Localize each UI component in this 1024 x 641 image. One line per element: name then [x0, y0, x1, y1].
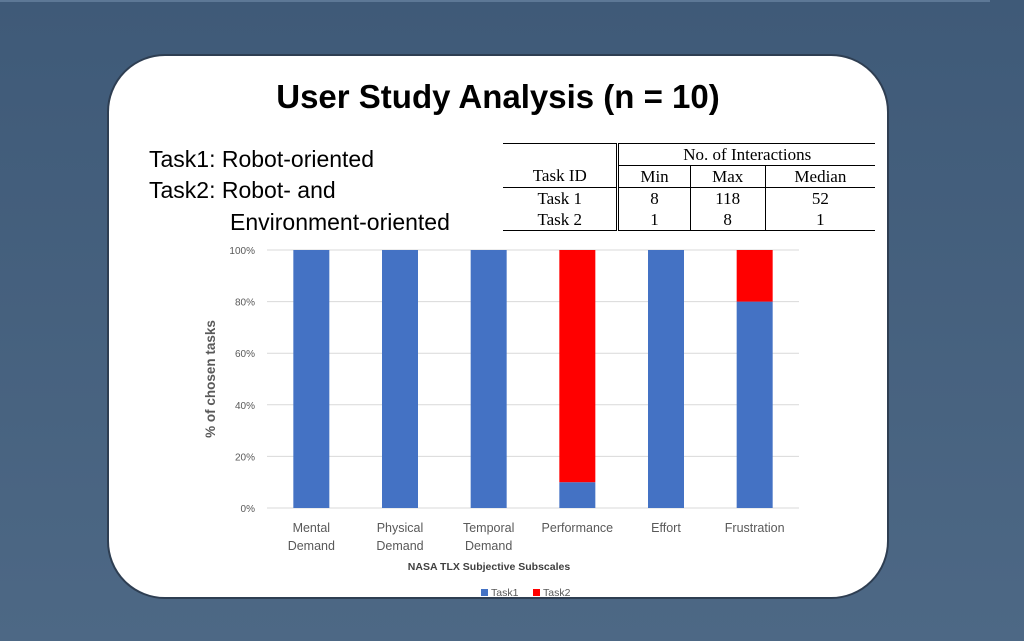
chart-canvas: 0% 20% 40% 60% 80% 100% Mental Demand Physical De… [203, 246, 799, 599]
x-tick-label: Demand [465, 539, 512, 553]
stacked-bar-chart: 0% 20% 40% 60% 80% 100% Mental Demand Physical De… [189, 239, 829, 599]
x-tick-label: Frustration [725, 521, 785, 535]
table-cell: 8 [617, 187, 691, 209]
legend-swatch-task1 [481, 589, 488, 596]
table-header-cell: Max [690, 165, 766, 188]
legend-swatch-task2 [533, 589, 540, 596]
bar-task1 [736, 301, 773, 508]
slide-title: User Study Analysis (n = 10) [276, 78, 720, 115]
bar-task1 [382, 250, 418, 508]
table-corner-cell [503, 143, 620, 166]
y-axis-title: % of chosen tasks [203, 320, 218, 438]
x-tick-label: Effort [651, 521, 681, 535]
table-cell: Task 1 [503, 187, 620, 209]
table-row: Task 1 8 118 52 [503, 187, 875, 209]
table-group-header: No. of Interactions [617, 143, 875, 166]
y-tick-label: 20% [235, 452, 255, 463]
table-header-cell: Min [617, 165, 691, 188]
task2-description: Task2: Robot- and [149, 177, 336, 203]
x-tick-label: Temporal [463, 521, 514, 535]
table-header-cell: Median [794, 166, 847, 186]
bar-task1 [470, 250, 507, 508]
legend-label-task1: Task1 [491, 587, 519, 599]
bar-task1 [559, 482, 596, 508]
interactions-table: No. of Interactions Task ID Min Max Medi… [503, 143, 875, 231]
table-cell: 1 [816, 209, 825, 229]
x-tick-label: Mental [293, 521, 331, 535]
table-cell: 8 [690, 209, 766, 231]
y-tick-label: 80% [235, 298, 255, 309]
table-row: Task 2 1 8 1 [503, 209, 875, 231]
table-cell: 1 [617, 209, 691, 231]
x-tick-label: Physical [377, 521, 424, 535]
x-tick-label: Demand [376, 539, 423, 553]
task1-description: Task1: Robot-oriented [149, 146, 375, 172]
top-divider-line [0, 0, 990, 2]
legend-label-task2: Task2 [543, 587, 571, 599]
bar-task1 [648, 250, 684, 508]
table-header-cell: Task ID [503, 165, 620, 188]
y-tick-label: 0% [241, 504, 256, 515]
bar-task2 [736, 250, 773, 302]
slide-card: User Study Analysis (n = 10) Task1: Robo… [107, 54, 889, 599]
x-axis-title: NASA TLX Subjective Subscales [408, 561, 571, 573]
x-tick-label: Demand [288, 539, 335, 553]
y-tick-label: 100% [229, 246, 255, 257]
bar-task2 [559, 250, 596, 483]
task2-description-continued: Environment-oriented [230, 209, 450, 235]
table-cell: 118 [690, 187, 766, 209]
x-tick-label: Performance [542, 521, 614, 535]
bar-task1 [293, 250, 330, 508]
table-cell: 52 [811, 188, 829, 208]
table-cell: Task 2 [503, 209, 620, 231]
y-tick-label: 40% [235, 401, 255, 412]
y-tick-label: 60% [235, 349, 255, 360]
